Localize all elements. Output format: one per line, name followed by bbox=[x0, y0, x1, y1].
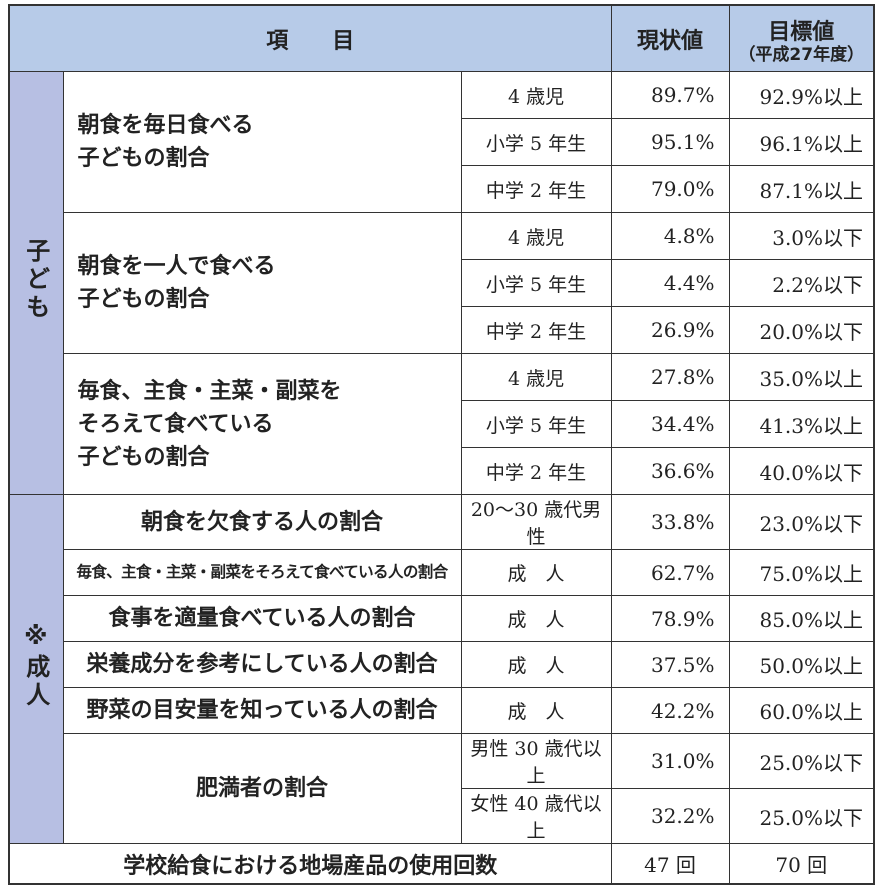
item-label-cell: 毎食、主食・主菜・副菜をそろえて食べている人の割合 bbox=[63, 550, 461, 596]
goal-value: 75.0%以上 bbox=[729, 550, 874, 596]
current-value: 33.8% bbox=[611, 495, 729, 550]
current-value: 34.4% bbox=[611, 401, 729, 448]
item-label-line: 朝食を毎日食べる bbox=[78, 109, 461, 142]
item-label-line: 栄養成分を参考にしている人の割合 bbox=[64, 648, 461, 681]
current-value: 78.9% bbox=[611, 596, 729, 642]
target-group: 20～30 歳代男性 bbox=[461, 495, 611, 550]
goal-value: 92.9%以上 bbox=[729, 72, 874, 119]
target-group: 成 人 bbox=[461, 550, 611, 596]
header-row: 項 目 現状値 目標値（平成27年度） bbox=[9, 5, 874, 72]
header-target-label: 目標値 bbox=[768, 20, 834, 45]
item-label-cell: 栄養成分を参考にしている人の割合 bbox=[63, 642, 461, 688]
group-label-cell: 子ども bbox=[9, 72, 63, 495]
goal-value: 3.0%以下 bbox=[729, 213, 874, 260]
goal-value: 50.0%以上 bbox=[729, 642, 874, 688]
item-label-line: 子どもの割合 bbox=[78, 283, 461, 316]
item-label-line: 朝食を欠食する人の割合 bbox=[64, 506, 461, 539]
current-value: 26.9% bbox=[611, 307, 729, 354]
target-group: 成 人 bbox=[461, 642, 611, 688]
current-value: 42.2% bbox=[611, 688, 729, 734]
current-value: 4.4% bbox=[611, 260, 729, 307]
current-value: 27.8% bbox=[611, 354, 729, 401]
item-label-cell: 朝食を一人で食べる子どもの割合 bbox=[63, 213, 461, 354]
footer-goal: 70 回 bbox=[729, 844, 874, 885]
header-current: 現状値 bbox=[611, 5, 729, 72]
footer-label: 学校給食における地場産品の使用回数 bbox=[9, 844, 611, 885]
goal-value: 35.0%以上 bbox=[729, 354, 874, 401]
goal-value: 23.0%以下 bbox=[729, 495, 874, 550]
current-value: 4.8% bbox=[611, 213, 729, 260]
item-label-cell: 朝食を毎日食べる子どもの割合 bbox=[63, 72, 461, 213]
item-label-cell: 野菜の目安量を知っている人の割合 bbox=[63, 688, 461, 734]
item-label-line: 毎食、主食・主菜・副菜を bbox=[78, 375, 461, 408]
goal-value: 2.2%以下 bbox=[729, 260, 874, 307]
goal-value: 20.0%以下 bbox=[729, 307, 874, 354]
header-target: 目標値（平成27年度） bbox=[729, 5, 874, 72]
target-group: 4 歳児 bbox=[461, 354, 611, 401]
current-value: 79.0% bbox=[611, 166, 729, 213]
target-group: 女性 40 歳代以上 bbox=[461, 789, 611, 844]
header-item: 項 目 bbox=[9, 5, 611, 72]
header-target-note: （平成27年度） bbox=[730, 46, 874, 64]
item-label-line: 子どもの割合 bbox=[78, 441, 461, 474]
target-group: 小学 5 年生 bbox=[461, 260, 611, 307]
goal-value: 25.0%以下 bbox=[729, 789, 874, 844]
target-group: 4 歳児 bbox=[461, 72, 611, 119]
item-label-cell: 肥満者の割合 bbox=[63, 734, 461, 844]
item-label-cell: 食事を適量食べている人の割合 bbox=[63, 596, 461, 642]
goal-value: 96.1%以上 bbox=[729, 119, 874, 166]
group-label: ※成人 bbox=[19, 622, 54, 710]
goal-value: 25.0%以下 bbox=[729, 734, 874, 789]
item-label-line: 子どもの割合 bbox=[78, 142, 461, 175]
goal-value: 60.0%以上 bbox=[729, 688, 874, 734]
goal-value: 87.1%以上 bbox=[729, 166, 874, 213]
target-group: 成 人 bbox=[461, 688, 611, 734]
goal-value: 41.3%以上 bbox=[729, 401, 874, 448]
target-group: 中学 2 年生 bbox=[461, 307, 611, 354]
item-label-line: 朝食を一人で食べる bbox=[78, 250, 461, 283]
footer-current: 47 回 bbox=[611, 844, 729, 885]
target-group: 小学 5 年生 bbox=[461, 119, 611, 166]
target-group: 中学 2 年生 bbox=[461, 166, 611, 213]
item-label-cell: 朝食を欠食する人の割合 bbox=[63, 495, 461, 550]
current-value: 62.7% bbox=[611, 550, 729, 596]
target-group: 4 歳児 bbox=[461, 213, 611, 260]
goal-value: 40.0%以下 bbox=[729, 448, 874, 495]
group-label-cell: ※成人 bbox=[9, 495, 63, 844]
current-value: 95.1% bbox=[611, 119, 729, 166]
target-group: 成 人 bbox=[461, 596, 611, 642]
current-value: 37.5% bbox=[611, 642, 729, 688]
item-label-line: そろえて食べている bbox=[78, 408, 461, 441]
item-label-line: 毎食、主食・主菜・副菜をそろえて食べている人の割合 bbox=[64, 556, 461, 589]
goal-value: 85.0%以上 bbox=[729, 596, 874, 642]
item-label-cell: 毎食、主食・主菜・副菜をそろえて食べている子どもの割合 bbox=[63, 354, 461, 495]
item-label-line: 肥満者の割合 bbox=[64, 772, 461, 805]
current-value: 32.2% bbox=[611, 789, 729, 844]
target-group: 中学 2 年生 bbox=[461, 448, 611, 495]
target-group: 小学 5 年生 bbox=[461, 401, 611, 448]
group-label: 子ども bbox=[19, 238, 54, 322]
item-label-line: 食事を適量食べている人の割合 bbox=[64, 602, 461, 635]
current-value: 89.7% bbox=[611, 72, 729, 119]
target-group: 男性 30 歳代以上 bbox=[461, 734, 611, 789]
item-label-line: 野菜の目安量を知っている人の割合 bbox=[64, 694, 461, 727]
current-value: 31.0% bbox=[611, 734, 729, 789]
current-value: 36.6% bbox=[611, 448, 729, 495]
